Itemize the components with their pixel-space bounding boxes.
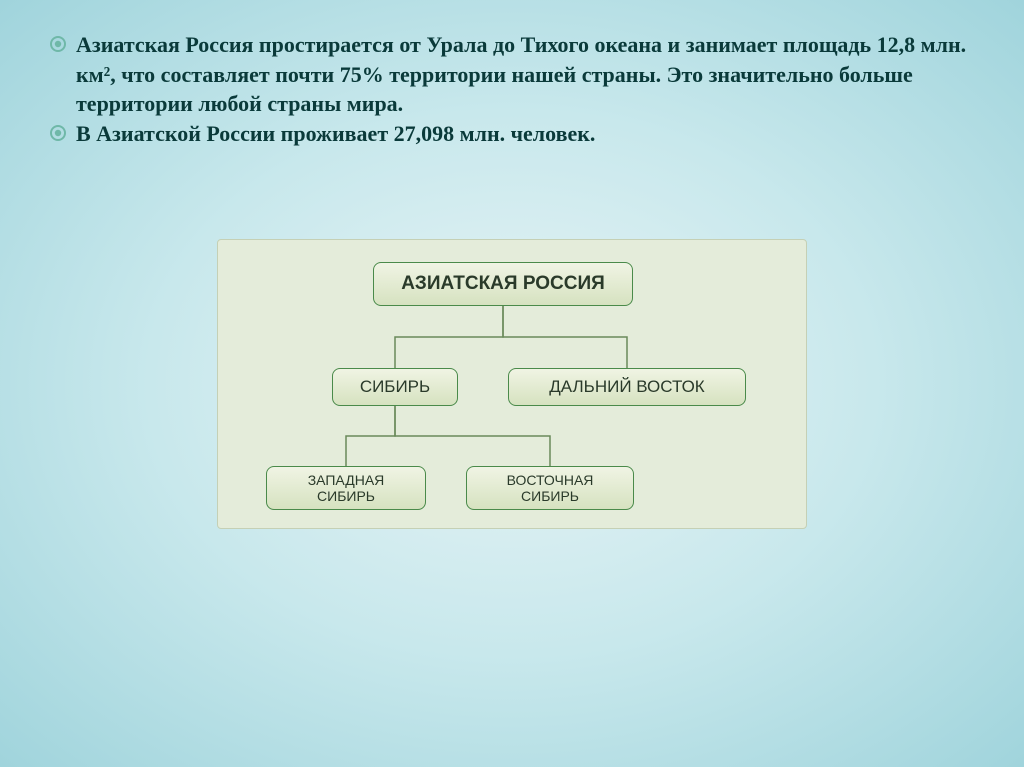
diagram-node-siberia: СИБИРЬ xyxy=(332,368,458,406)
hierarchy-diagram: АЗИАТСКАЯ РОССИЯ СИБИРЬ ДАЛЬНИЙ ВОСТОК ЗАПА… xyxy=(217,239,807,529)
bullet-list: Азиатская Россия простирается от Урала д… xyxy=(50,30,974,149)
diagram-edge xyxy=(346,406,395,466)
diagram-edge xyxy=(503,306,627,368)
node-label: ВОСТОЧНАЯСИБИРЬ xyxy=(507,472,594,504)
bullet-marker-icon xyxy=(50,125,66,141)
diagram-node-west: ЗАПАДНАЯСИБИРЬ xyxy=(266,466,426,510)
diagram-node-root: АЗИАТСКАЯ РОССИЯ xyxy=(373,262,633,306)
node-label: АЗИАТСКАЯ РОССИЯ xyxy=(401,273,605,295)
node-label: СИБИРЬ xyxy=(360,377,430,397)
diagram-node-east: ВОСТОЧНАЯСИБИРЬ xyxy=(466,466,634,510)
bullet-marker-icon xyxy=(50,36,66,52)
bullet-item: В Азиатской России проживает 27,098 млн.… xyxy=(50,119,974,149)
diagram-edge xyxy=(395,306,503,368)
bullet-text: В Азиатской России проживает 27,098 млн.… xyxy=(76,121,595,146)
text-content: Азиатская Россия простирается от Урала д… xyxy=(0,0,1024,169)
diagram-container: АЗИАТСКАЯ РОССИЯ СИБИРЬ ДАЛЬНИЙ ВОСТОК ЗАПА… xyxy=(0,239,1024,529)
node-label: ДАЛЬНИЙ ВОСТОК xyxy=(549,377,704,397)
bullet-item: Азиатская Россия простирается от Урала д… xyxy=(50,30,974,119)
node-label: ЗАПАДНАЯСИБИРЬ xyxy=(308,472,385,504)
diagram-edge xyxy=(395,406,550,466)
diagram-node-fareast: ДАЛЬНИЙ ВОСТОК xyxy=(508,368,746,406)
bullet-text: Азиатская Россия простирается от Урала д… xyxy=(76,32,966,116)
